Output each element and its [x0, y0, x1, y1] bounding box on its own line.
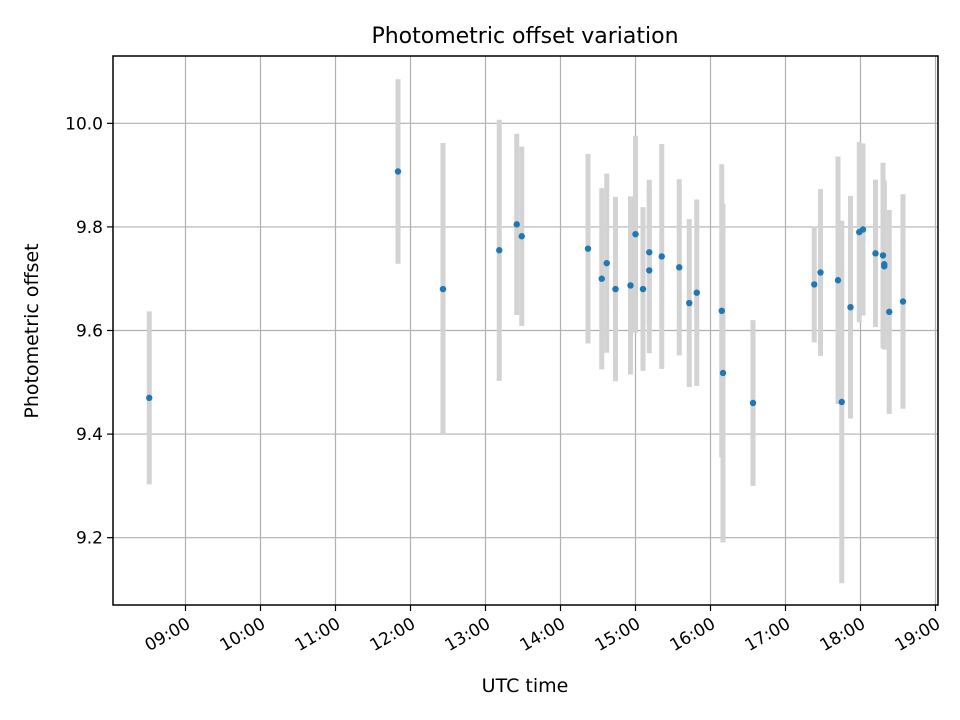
data-point — [838, 398, 845, 406]
data-point — [646, 267, 653, 274]
data-point — [719, 369, 727, 377]
data-point — [603, 259, 610, 267]
data-point — [518, 233, 525, 240]
y-tick-label: 9.2 — [76, 529, 103, 549]
x-tick-label: 15:00 — [592, 614, 644, 656]
data-point — [886, 308, 893, 316]
y-tick-label: 10.0 — [65, 114, 103, 134]
data-point — [394, 168, 402, 175]
y-tick-label: 9.4 — [76, 425, 103, 445]
x-tick-label: 14:00 — [517, 614, 569, 656]
data-point — [676, 264, 683, 271]
chart-title: Photometric offset variation — [371, 24, 678, 49]
data-point — [584, 245, 592, 252]
data-point — [879, 252, 887, 259]
data-point — [646, 249, 653, 256]
data-point — [872, 250, 879, 257]
x-tick-label: 17:00 — [742, 614, 794, 656]
data-points — [146, 168, 907, 407]
x-tick-label: 12:00 — [367, 614, 419, 656]
y-tick-label: 9.8 — [76, 218, 103, 238]
data-point — [686, 299, 693, 307]
data-point — [439, 285, 447, 293]
error-bars — [146, 79, 906, 584]
data-point — [899, 298, 907, 305]
data-point — [718, 307, 725, 315]
data-point — [146, 394, 153, 402]
x-axis-ticks: 09:00 10:00 11:00 12:00 13:00 14:00 15:00 16:00… — [142, 605, 944, 656]
data-point — [612, 285, 619, 293]
data-point — [881, 263, 888, 270]
data-point — [632, 230, 639, 238]
x-tick-label: 10:00 — [217, 614, 269, 656]
data-point — [817, 269, 824, 276]
x-axis-label: UTC time — [482, 675, 569, 697]
data-point — [598, 275, 605, 282]
data-point — [847, 303, 854, 311]
grid-lines — [113, 56, 938, 605]
data-point — [627, 282, 634, 289]
x-tick-label: 19:00 — [892, 614, 944, 656]
data-point — [693, 289, 700, 296]
x-tick-label: 09:00 — [142, 614, 194, 656]
data-point — [749, 399, 757, 407]
data-point — [859, 226, 867, 233]
data-point — [834, 277, 842, 284]
y-axis-label: Photometric offset — [21, 243, 43, 418]
x-tick-label: 18:00 — [817, 614, 869, 656]
y-axis-ticks: 9.2 9.4 9.6 9.8 10.0 — [65, 114, 113, 549]
data-point — [658, 253, 665, 260]
data-point — [811, 281, 818, 288]
y-tick-label: 9.6 — [76, 322, 103, 342]
data-point — [513, 221, 520, 228]
x-tick-label: 13:00 — [442, 614, 494, 656]
data-point — [496, 247, 503, 254]
x-tick-label: 11:00 — [292, 614, 344, 656]
x-tick-label: 16:00 — [667, 614, 719, 656]
data-point — [639, 285, 647, 293]
